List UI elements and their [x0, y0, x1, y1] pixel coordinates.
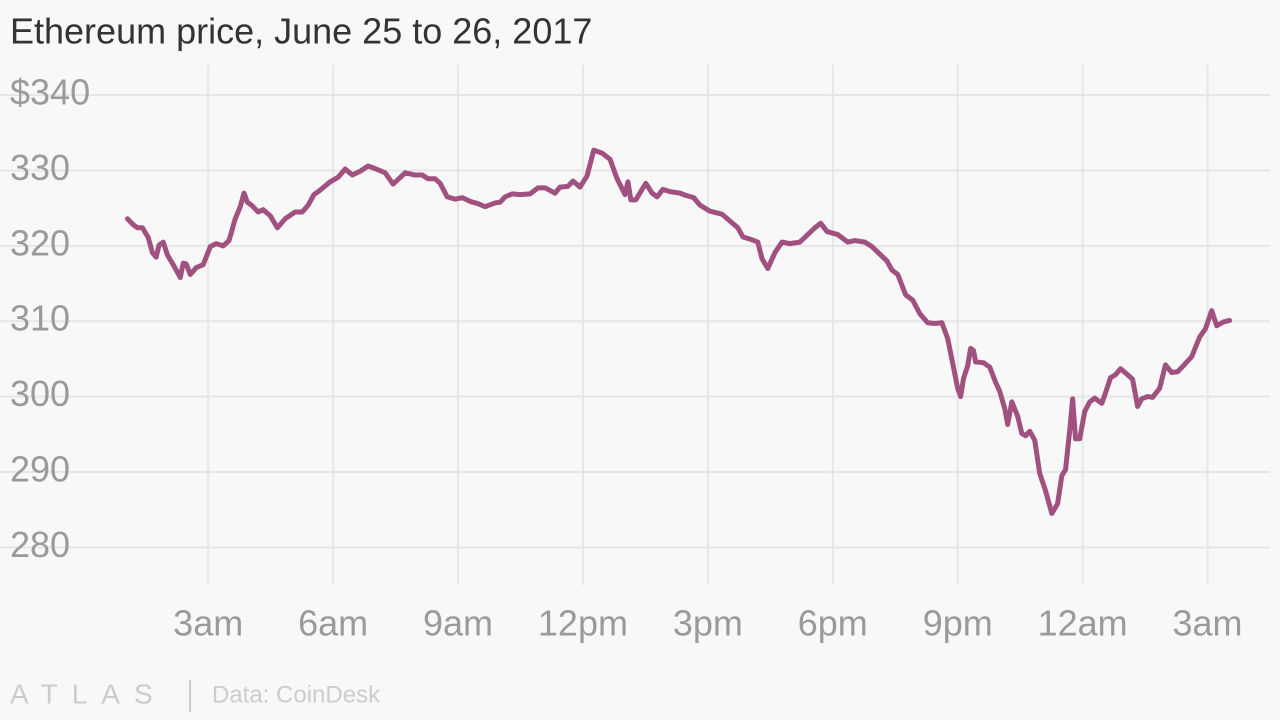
y-tick-label: 280 [10, 524, 70, 565]
source: Data: CoinDesk [212, 681, 381, 708]
price-line [124, 147, 1233, 516]
y-tick-label: 300 [10, 373, 70, 414]
chart-title: Ethereum price, June 25 to 26, 2017 [10, 11, 592, 52]
x-tick-label: 6pm [798, 603, 868, 644]
x-tick-label: 12pm [538, 603, 628, 644]
grid: 280 290 300 310 320 330 $340 3am 6am 9am 12pm 3pm 6p… [0, 65, 1270, 644]
y-tick-label: 330 [10, 147, 70, 188]
y-tick-label: 290 [10, 448, 70, 489]
y-tick-label: 320 [10, 222, 70, 263]
plot [124, 147, 1233, 516]
y-tick-label: 310 [10, 298, 70, 339]
x-tick-label: 9pm [923, 603, 993, 644]
x-tick-label: 3am [1173, 603, 1243, 644]
x-tick-label: 6am [298, 603, 368, 644]
x-tick-label: 9am [423, 603, 493, 644]
x-tick-label: 3am [173, 603, 243, 644]
y-tick-label: $340 [10, 72, 90, 113]
logo: ATLAS [10, 678, 167, 709]
x-tick-label: 12am [1038, 603, 1128, 644]
x-tick-label: 3pm [673, 603, 743, 644]
